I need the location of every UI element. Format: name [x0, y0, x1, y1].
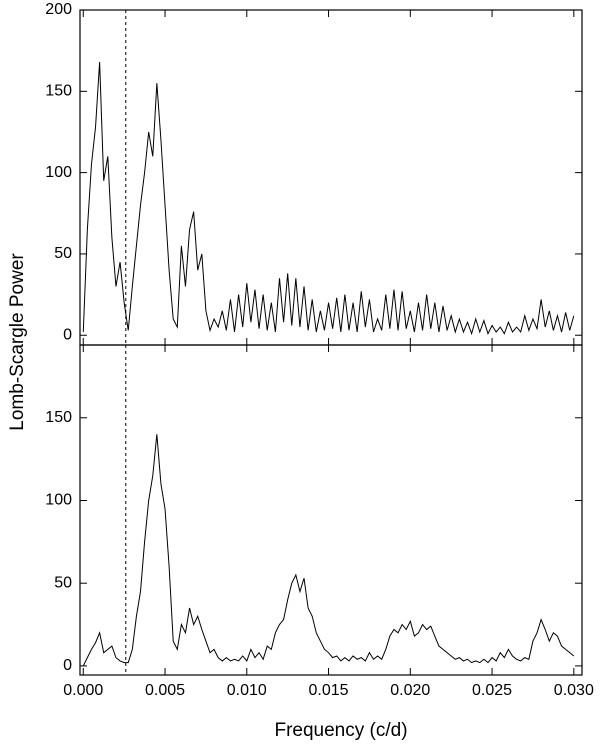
- x-tick-label: 0.025: [472, 682, 512, 699]
- y-tick-label: 100: [45, 492, 72, 509]
- y-tick-label: 0: [63, 657, 72, 674]
- y-tick-label: 200: [45, 1, 72, 18]
- data-line: [82, 62, 575, 336]
- y-tick-label: 150: [45, 83, 72, 100]
- y-axis-label: Lomb-Scargle Power: [7, 253, 28, 431]
- data-line: [82, 434, 575, 667]
- y-tick-label: 0: [63, 326, 72, 343]
- x-tick-label: 0.000: [63, 682, 103, 699]
- y-tick-label: 100: [45, 164, 72, 181]
- y-tick-label: 50: [54, 245, 72, 262]
- y-tick-label: 50: [54, 574, 72, 591]
- x-tick-label: 0.030: [554, 682, 594, 699]
- x-tick-label: 0.015: [309, 682, 349, 699]
- x-tick-label: 0.005: [145, 682, 185, 699]
- plot-frame: [79, 344, 583, 676]
- y-tick-label: 150: [45, 409, 72, 426]
- x-axis-label: Frequency (c/d): [274, 720, 407, 741]
- x-tick-label: 0.020: [390, 682, 430, 699]
- x-tick-label: 0.010: [227, 682, 267, 699]
